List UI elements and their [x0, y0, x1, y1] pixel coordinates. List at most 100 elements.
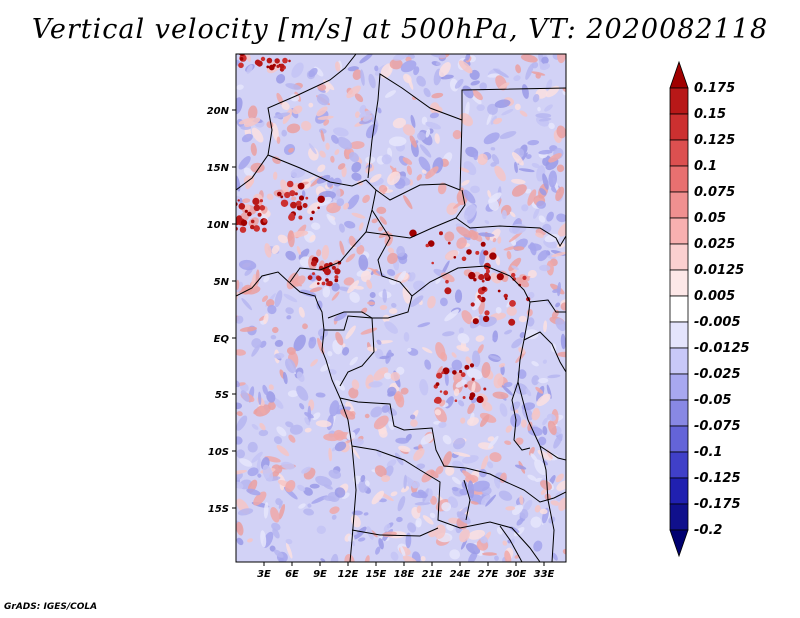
field-cell [364, 480, 370, 487]
field-cell [445, 465, 455, 476]
field-cell [536, 393, 551, 407]
field-cell [325, 142, 330, 150]
field-cell [349, 291, 360, 303]
field-cell [536, 200, 546, 209]
field-cell [458, 327, 464, 334]
field-cell [285, 480, 296, 493]
field-cell [528, 446, 535, 456]
field-cell [470, 501, 479, 505]
field-cell [332, 177, 342, 187]
field-cell [461, 179, 470, 186]
field-cell [459, 529, 470, 543]
field-cell [413, 66, 420, 76]
field-cell [358, 254, 369, 271]
field-cell [400, 387, 409, 395]
field-cell [548, 122, 555, 130]
field-cell [531, 71, 546, 76]
field-cell-strong [321, 281, 326, 286]
field-cell [454, 289, 463, 303]
field-cell [406, 165, 413, 175]
field-cell [309, 483, 320, 489]
colorbar: 0.175 0.15 0.125 0.1 0.075 0.05 0.025 0.… [669, 60, 750, 558]
field-cell-strong [489, 252, 497, 260]
field-cell [498, 82, 510, 90]
field-cell [556, 480, 566, 491]
field-cell [238, 156, 251, 170]
footer-credit: GrADS: IGES/COLA [4, 602, 98, 612]
field-cell [416, 463, 426, 470]
field-cell [317, 83, 327, 91]
field-cell [301, 120, 312, 131]
field-cell [430, 495, 437, 505]
field-cell [454, 78, 464, 89]
field-cell [333, 429, 345, 441]
field-cell-strong [441, 371, 445, 375]
field-cell-strong [452, 370, 457, 375]
field-cell-strong [468, 271, 476, 280]
field-cell [354, 93, 364, 103]
field-cell [402, 157, 413, 165]
field-cell [558, 497, 566, 512]
field-cell [291, 230, 309, 238]
field-cell [537, 449, 552, 461]
field-cell-strong [312, 272, 315, 276]
field-cell-strong [509, 300, 516, 307]
field-cell-strong [268, 64, 275, 71]
colorbar-segment [669, 425, 689, 453]
field-cell-strong [325, 278, 329, 282]
field-cell [528, 243, 542, 251]
field-cell [342, 343, 346, 348]
colorbar-segment [669, 477, 689, 505]
field-cell [495, 255, 501, 266]
field-cell [367, 346, 378, 352]
lon-tick-label: 15E [366, 569, 387, 580]
field-cell [410, 114, 416, 128]
field-cell-strong [296, 204, 303, 211]
colorbar-segment [669, 399, 689, 427]
field-cell-strong [442, 367, 450, 375]
field-cell [512, 152, 524, 166]
field-cell [317, 328, 329, 338]
field-cell [342, 347, 350, 356]
field-cell [459, 113, 473, 127]
field-cell [364, 555, 370, 562]
field-cell [527, 421, 533, 432]
field-cell [410, 414, 416, 420]
field-cell [430, 470, 439, 479]
field-cell [288, 147, 295, 153]
colorbar-segment [669, 347, 689, 375]
field-cell [322, 286, 331, 298]
field-cell-strong [310, 260, 317, 267]
country-borders [236, 54, 566, 562]
colorbar-label: 0.075 [694, 185, 735, 200]
field-cell [495, 307, 502, 314]
field-cell-strong [483, 250, 489, 256]
field-cell-strong [317, 195, 325, 203]
field-cell [349, 152, 359, 163]
field-cell [487, 103, 498, 115]
field-cell [525, 154, 532, 160]
field-cell [481, 494, 491, 506]
field-cell [253, 408, 258, 415]
field-cell [247, 105, 258, 120]
field-cell [503, 382, 513, 388]
field-cell [545, 79, 553, 91]
field-cell [335, 331, 344, 346]
field-cell [523, 499, 533, 512]
field-cell [533, 407, 540, 415]
field-cell [251, 273, 256, 289]
field-cell [485, 494, 497, 507]
field-cell [481, 455, 489, 471]
field-cell-strong [266, 57, 273, 64]
field-cell [315, 392, 326, 398]
field-cell [511, 184, 527, 197]
colorbar-label: -0.1 [694, 445, 722, 460]
field-cell [292, 105, 303, 115]
field-cell [359, 110, 372, 118]
field-cell [379, 304, 388, 311]
field-cell [374, 465, 387, 477]
field-cell [244, 117, 261, 128]
field-cell-strong [240, 219, 248, 226]
lon-tick-label: 27E [478, 569, 499, 580]
field-cell [289, 424, 303, 435]
